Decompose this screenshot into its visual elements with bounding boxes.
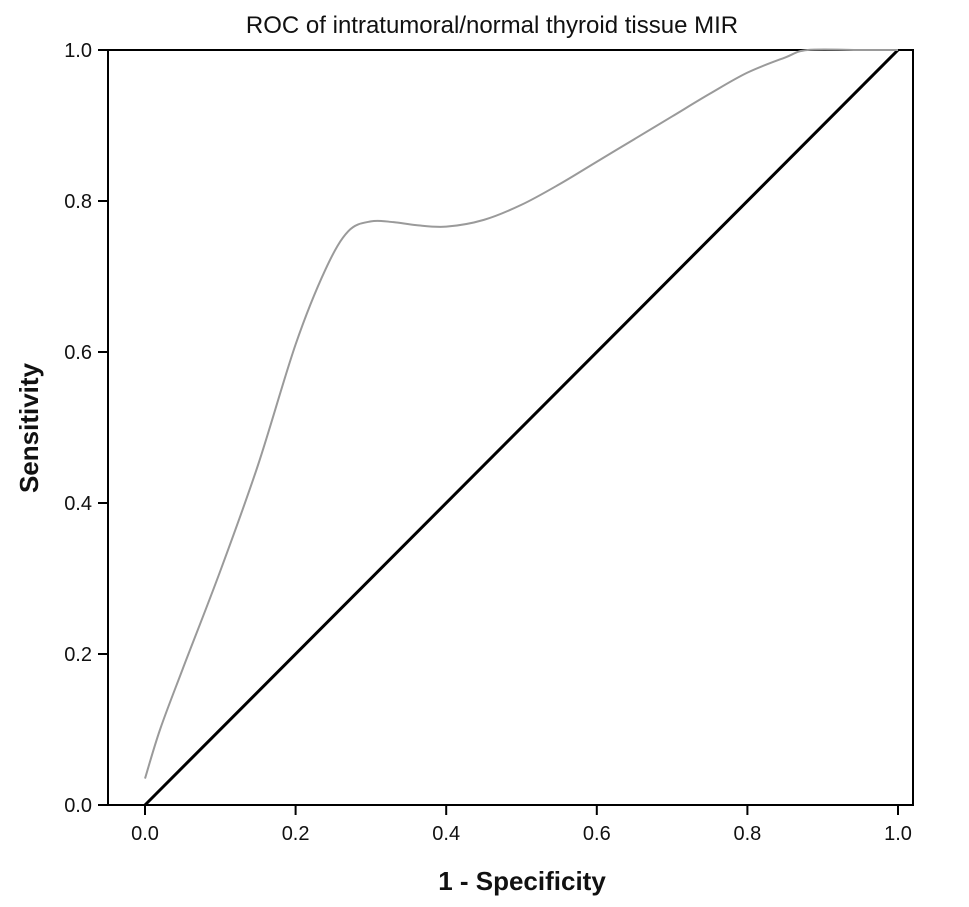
y-tick-label: 0.4 — [64, 493, 92, 515]
x-tick-label: 0.2 — [282, 823, 310, 845]
x-axis-label: 1 - Specificity — [438, 866, 606, 896]
reference-diagonal-line — [143, 48, 900, 807]
x-tick-label: 0.6 — [583, 823, 611, 845]
x-tick-label: 1.0 — [884, 823, 912, 845]
plot-area — [107, 49, 914, 806]
x-tick-label: 0.4 — [432, 823, 460, 845]
x-tick-label: 0.8 — [733, 823, 761, 845]
x-tick-label: 0.0 — [131, 823, 159, 845]
y-tick-label: 0.0 — [64, 795, 92, 817]
y-axis-ticks: 0.0 0.2 0.4 0.6 0.8 1.0 — [64, 40, 108, 817]
y-tick-label: 1.0 — [64, 40, 92, 62]
y-axis-label: Sensitivity — [14, 362, 44, 493]
roc-curve-line — [144, 48, 898, 779]
chart-title: ROC of intratumoral/normal thyroid tissu… — [246, 12, 738, 39]
y-tick-label: 0.8 — [64, 191, 92, 213]
y-tick-label: 0.6 — [64, 342, 92, 364]
y-tick-label: 0.2 — [64, 644, 92, 666]
x-axis-ticks: 0.0 0.2 0.4 0.6 0.8 1.0 — [131, 805, 912, 845]
